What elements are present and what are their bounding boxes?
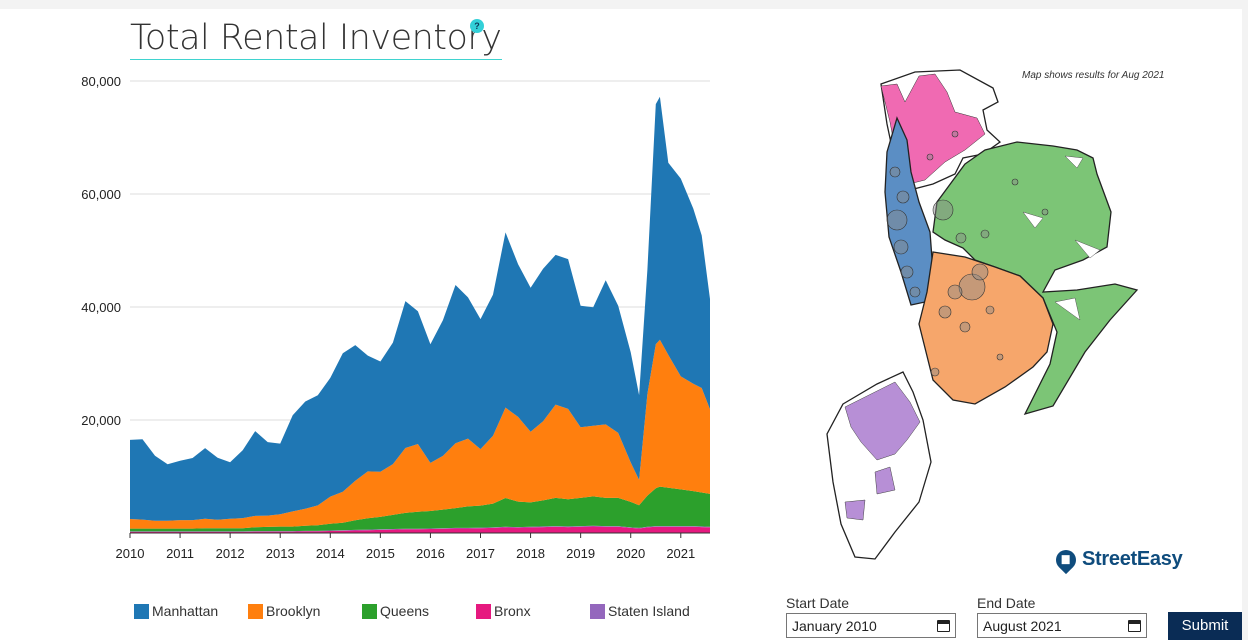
x-tick-label: 2016: [416, 546, 445, 561]
start-date-label: Start Date: [786, 595, 850, 611]
submit-button[interactable]: Submit: [1168, 612, 1242, 640]
legend-item-brooklyn[interactable]: Brooklyn: [248, 603, 320, 619]
legend-label-bronx: Bronx: [494, 603, 531, 619]
x-tick-label: 2020: [616, 546, 645, 561]
y-tick-label: 60,000: [81, 187, 121, 202]
series-area-queens: [130, 486, 710, 532]
nyc-borough-map[interactable]: [815, 62, 1155, 567]
end-date-input[interactable]: August 2021: [977, 613, 1147, 638]
legend-item-queens[interactable]: Queens: [362, 603, 429, 619]
series-area-staten-island: [130, 525, 710, 532]
x-tick-label: 2011: [166, 546, 194, 561]
legend-swatch-brooklyn: [248, 603, 263, 619]
legend-item-manhattan[interactable]: Manhattan: [134, 603, 218, 619]
x-tick-label: 2012: [216, 546, 245, 561]
series-area-manhattan: [130, 96, 710, 521]
chart-title: Total Rental Inventory: [130, 18, 502, 60]
map-note: Map shows results for Aug 2021: [1022, 70, 1165, 81]
legend-item-staten-island[interactable]: Staten Island: [590, 603, 690, 619]
legend-label-manhattan: Manhattan: [152, 603, 219, 619]
legend-item-bronx[interactable]: Bronx: [476, 603, 531, 619]
legend-swatch-staten-island: [590, 603, 605, 619]
legend-swatch-bronx: [476, 603, 491, 619]
x-tick-label: 2021: [666, 546, 695, 561]
series-area-brooklyn: [130, 339, 710, 529]
legend-label-queens: Queens: [380, 603, 430, 619]
y-tick-label: 40,000: [81, 300, 121, 315]
x-tick-label: 2014: [316, 546, 345, 561]
calendar-icon[interactable]: [937, 619, 950, 632]
start-date-input[interactable]: January 2010: [786, 613, 956, 638]
top-bar: [0, 0, 1248, 9]
streeteasy-wordmark: StreetEasy: [1082, 548, 1183, 570]
map-staten-island-fill: [844, 381, 921, 521]
map-queens-holes: [1022, 155, 1101, 321]
map-borough-brooklyn[interactable]: [918, 251, 1054, 405]
x-tick-label: 2019: [566, 546, 595, 561]
legend-swatch-manhattan: [134, 603, 149, 619]
end-date-value: August 2021: [983, 617, 1062, 634]
x-tick-label: 2015: [366, 546, 395, 561]
streeteasy-logo[interactable]: StreetEasy: [1051, 545, 1183, 574]
legend-swatch-queens: [362, 603, 377, 619]
legend-label-brooklyn: Brooklyn: [266, 603, 321, 619]
calendar-icon[interactable]: [1128, 619, 1141, 632]
map-borough-queens[interactable]: [932, 141, 1139, 416]
streeteasy-pin-icon: [1051, 545, 1081, 574]
end-date-label: End Date: [977, 595, 1036, 611]
x-tick-label: 2017: [466, 546, 495, 561]
start-date-value: January 2010: [792, 617, 877, 634]
x-tick-label: 2018: [516, 546, 545, 561]
stacked-area-chart: 20,000 40,000 60,000 80,000 2010 2011 2012 2013…: [81, 74, 710, 561]
x-tick-label: 2010: [116, 546, 145, 561]
map-bubbles: [886, 130, 1049, 377]
legend-label-staten-island: Staten Island: [608, 603, 690, 619]
y-tick-label: 80,000: [81, 74, 121, 89]
y-tick-label: 20,000: [81, 413, 121, 428]
chart-title-wrap: Total Rental Inventory: [130, 18, 502, 60]
x-tick-label: 2013: [266, 546, 295, 561]
series-area-bronx: [130, 526, 710, 533]
help-icon[interactable]: ?: [470, 19, 484, 33]
right-bar: [1242, 9, 1248, 640]
